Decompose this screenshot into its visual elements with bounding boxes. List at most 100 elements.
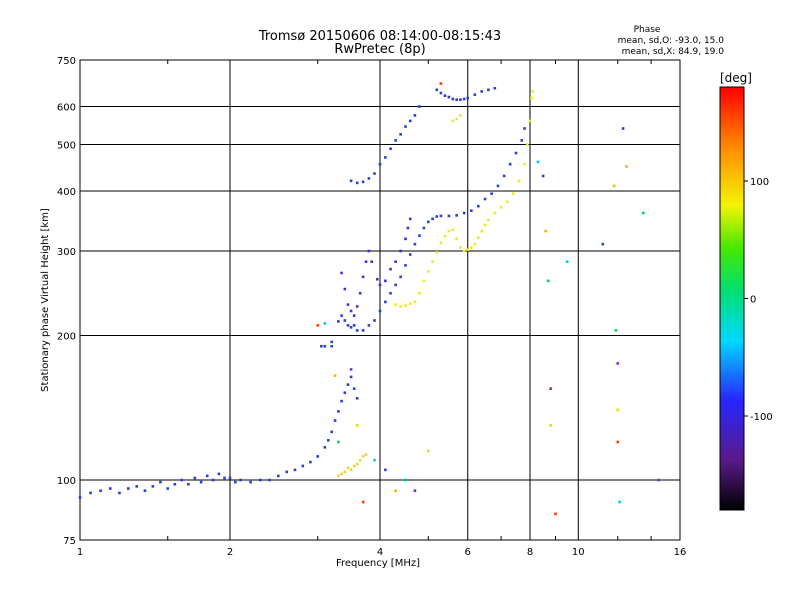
grid-lines (80, 60, 680, 540)
data-point (470, 246, 473, 249)
data-point (173, 482, 177, 486)
y-axis-label: Stationary phase Virtual Height [km] (40, 208, 51, 392)
data-point (616, 440, 620, 444)
data-point (541, 174, 545, 178)
data-point (352, 464, 356, 468)
data-point (361, 500, 365, 504)
data-point (330, 430, 334, 434)
data-point (480, 229, 484, 233)
data-point (352, 387, 356, 390)
data-point (143, 489, 147, 493)
data-point (389, 291, 392, 295)
y-tick-label: 500 (57, 141, 76, 152)
data-point (355, 305, 359, 308)
x-tick-label: 6 (465, 547, 471, 558)
series-group (320, 127, 526, 348)
y-tick-label: 300 (57, 247, 76, 258)
data-point (337, 320, 340, 323)
data-point (340, 472, 343, 476)
data-point (394, 489, 397, 493)
data-point (258, 478, 262, 482)
colorbar-tick-label: -100 (750, 412, 773, 423)
series-group (451, 114, 462, 123)
series-group (340, 217, 412, 317)
data-point (323, 446, 327, 449)
data-point (616, 362, 620, 365)
data-point (505, 200, 509, 204)
data-point (536, 160, 540, 164)
data-point (337, 440, 340, 444)
data-point (361, 180, 365, 184)
data-point (355, 329, 359, 332)
data-point (367, 177, 371, 180)
data-point (367, 249, 371, 253)
data-point (462, 97, 466, 101)
data-point (180, 478, 184, 482)
data-point (459, 98, 462, 101)
y-tick-label: 75 (63, 536, 76, 547)
data-point (601, 242, 605, 246)
phase-legend-x: mean, sd,X: 84.9, 19.0 (622, 47, 725, 57)
data-point (404, 264, 407, 267)
data-point (487, 88, 490, 92)
data-point (549, 387, 552, 390)
data-point (309, 460, 312, 464)
data-point (293, 468, 297, 472)
data-point (422, 226, 426, 230)
x-tick-label: 8 (527, 547, 533, 558)
data-point (616, 408, 620, 412)
data-point (502, 174, 506, 178)
data-points (78, 82, 660, 516)
data-point (408, 119, 412, 123)
data-point (408, 217, 412, 221)
data-point (375, 277, 379, 281)
x-tick-labels: 1 2 4 6 8 10 16 (77, 547, 687, 558)
colorbar: [deg] 100 0 -100 (719, 71, 773, 511)
data-point (657, 478, 660, 482)
data-point (349, 179, 353, 183)
data-point (483, 223, 487, 227)
data-point (480, 90, 484, 93)
data-point (413, 114, 417, 117)
chart-title: Tromsø 20150606 08:14:00-08:15:43 (258, 29, 501, 44)
data-point (439, 91, 443, 95)
data-point (343, 319, 347, 322)
data-point (361, 455, 365, 458)
data-point (355, 462, 359, 466)
data-point (520, 139, 524, 142)
data-point (455, 117, 458, 121)
data-point (333, 419, 337, 422)
data-point (151, 485, 155, 488)
data-point (361, 329, 365, 332)
data-point (399, 305, 402, 308)
data-point (399, 275, 402, 279)
data-point (108, 487, 112, 490)
data-point (367, 324, 371, 327)
data-point (426, 220, 430, 224)
data-point (554, 512, 557, 516)
data-point (404, 237, 407, 241)
data-point (373, 172, 376, 175)
data-point (487, 218, 490, 222)
data-point (443, 234, 447, 238)
data-point (621, 127, 625, 130)
data-point (431, 217, 434, 221)
data-point (340, 271, 343, 275)
data-point (618, 500, 621, 504)
data-point (99, 489, 102, 493)
data-point (394, 283, 397, 287)
y-tick-label: 600 (57, 103, 76, 114)
data-point (352, 324, 356, 327)
data-point (301, 464, 305, 468)
y-tick-label: 100 (57, 476, 76, 487)
data-point (320, 344, 323, 348)
data-point (493, 211, 497, 215)
data-point (439, 214, 443, 218)
phase-legend-title: Phase (634, 25, 661, 35)
data-point (384, 300, 387, 304)
data-point (135, 485, 139, 488)
data-point (333, 374, 337, 377)
data-point (337, 410, 340, 413)
data-point (349, 468, 353, 472)
